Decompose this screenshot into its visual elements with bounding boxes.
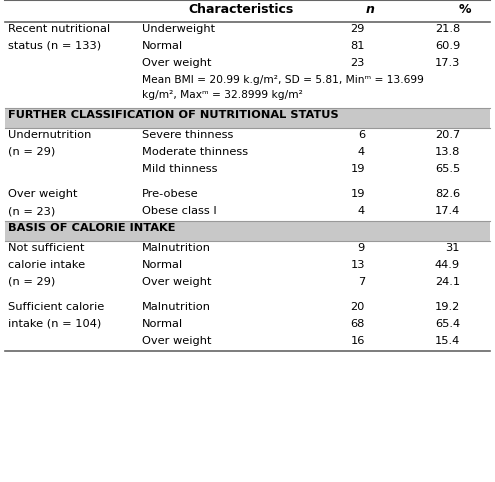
- Text: %: %: [459, 3, 471, 16]
- Text: 81: 81: [350, 41, 365, 51]
- Text: 7: 7: [358, 277, 365, 287]
- Text: 13: 13: [350, 260, 365, 270]
- Text: Not sufficient: Not sufficient: [8, 243, 85, 253]
- Text: Sufficient calorie: Sufficient calorie: [8, 302, 104, 312]
- Text: Malnutrition: Malnutrition: [142, 243, 211, 253]
- Text: Over weight: Over weight: [142, 277, 211, 287]
- Text: 60.9: 60.9: [435, 41, 460, 51]
- Text: 65.5: 65.5: [435, 164, 460, 174]
- Text: 15.4: 15.4: [435, 336, 460, 346]
- Text: intake (n = 104): intake (n = 104): [8, 319, 101, 329]
- Text: Characteristics: Characteristics: [189, 3, 294, 16]
- Text: 13.8: 13.8: [435, 147, 460, 157]
- Text: FURTHER CLASSIFICATION OF NUTRITIONAL STATUS: FURTHER CLASSIFICATION OF NUTRITIONAL ST…: [8, 110, 339, 120]
- Text: 9: 9: [358, 243, 365, 253]
- Text: (n = 29): (n = 29): [8, 147, 55, 157]
- Text: 4: 4: [358, 206, 365, 216]
- Bar: [5, 108, 490, 128]
- Text: 20.7: 20.7: [435, 130, 460, 140]
- Text: 17.3: 17.3: [435, 58, 460, 68]
- Text: Mean BMI = 20.99 k.g/m², SD = 5.81, Minᵐ = 13.699: Mean BMI = 20.99 k.g/m², SD = 5.81, Minᵐ…: [142, 75, 424, 85]
- Text: Underweight: Underweight: [142, 24, 215, 34]
- Text: 65.4: 65.4: [435, 319, 460, 329]
- Text: (n = 29): (n = 29): [8, 277, 55, 287]
- Text: kg/m², Maxᵐ = 32.8999 kg/m²: kg/m², Maxᵐ = 32.8999 kg/m²: [142, 90, 303, 100]
- Text: 21.8: 21.8: [435, 24, 460, 34]
- Bar: [5, 221, 490, 241]
- Text: 19: 19: [350, 164, 365, 174]
- Text: Normal: Normal: [142, 41, 183, 51]
- Text: Over weight: Over weight: [142, 336, 211, 346]
- Text: Pre-obese: Pre-obese: [142, 189, 198, 199]
- Text: Over weight: Over weight: [142, 58, 211, 68]
- Text: Undernutrition: Undernutrition: [8, 130, 92, 140]
- Text: 19.2: 19.2: [435, 302, 460, 312]
- Text: Over weight: Over weight: [8, 189, 78, 199]
- Text: 44.9: 44.9: [435, 260, 460, 270]
- Text: calorie intake: calorie intake: [8, 260, 85, 270]
- Text: Normal: Normal: [142, 319, 183, 329]
- Text: Mild thinness: Mild thinness: [142, 164, 217, 174]
- Text: Normal: Normal: [142, 260, 183, 270]
- Text: Severe thinness: Severe thinness: [142, 130, 233, 140]
- Text: status (n = 133): status (n = 133): [8, 41, 101, 51]
- Text: 16: 16: [350, 336, 365, 346]
- Text: 29: 29: [350, 24, 365, 34]
- Text: 23: 23: [350, 58, 365, 68]
- Text: (n = 23): (n = 23): [8, 206, 55, 216]
- Text: Recent nutritional: Recent nutritional: [8, 24, 110, 34]
- Text: 31: 31: [446, 243, 460, 253]
- Text: 24.1: 24.1: [435, 277, 460, 287]
- Text: 19: 19: [350, 189, 365, 199]
- Text: Moderate thinness: Moderate thinness: [142, 147, 248, 157]
- Text: 82.6: 82.6: [435, 189, 460, 199]
- Text: Malnutrition: Malnutrition: [142, 302, 211, 312]
- Text: Obese class I: Obese class I: [142, 206, 217, 216]
- Text: 17.4: 17.4: [435, 206, 460, 216]
- Text: 20: 20: [350, 302, 365, 312]
- Text: BASIS OF CALORIE INTAKE: BASIS OF CALORIE INTAKE: [8, 223, 176, 233]
- Text: n: n: [366, 3, 374, 16]
- Text: 4: 4: [358, 147, 365, 157]
- Text: 68: 68: [350, 319, 365, 329]
- Text: 6: 6: [358, 130, 365, 140]
